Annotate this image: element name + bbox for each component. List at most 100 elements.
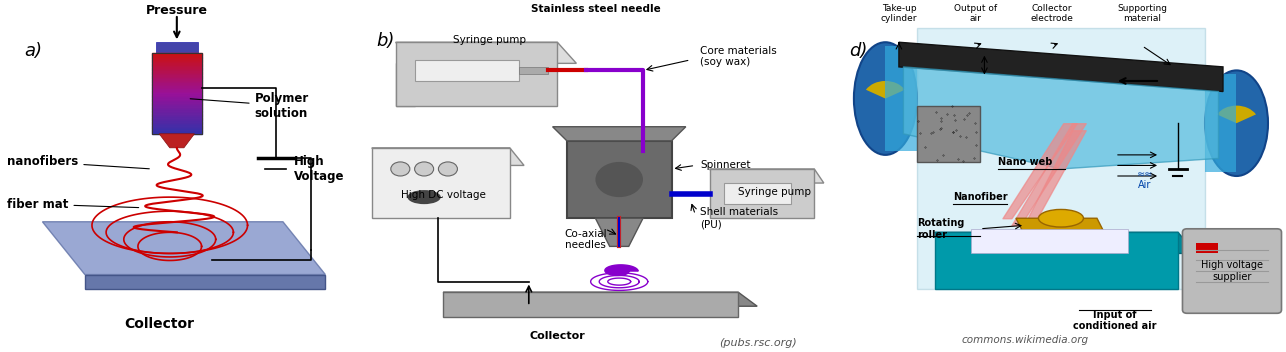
- Text: High voltage
supplier: High voltage supplier: [1201, 260, 1263, 282]
- Bar: [152, 101, 202, 103]
- Text: Rotating
roller: Rotating roller: [917, 218, 964, 240]
- Polygon shape: [604, 265, 638, 276]
- Text: Collector: Collector: [125, 317, 194, 331]
- Polygon shape: [159, 134, 194, 148]
- Bar: [152, 72, 202, 73]
- Bar: [152, 82, 202, 84]
- Polygon shape: [396, 42, 576, 63]
- Bar: [152, 126, 202, 127]
- Bar: [152, 99, 202, 100]
- Polygon shape: [372, 148, 525, 165]
- Polygon shape: [396, 42, 557, 106]
- Bar: [156, 42, 198, 53]
- Bar: [724, 183, 791, 204]
- Text: Input of
conditioned air: Input of conditioned air: [1074, 310, 1156, 331]
- Bar: [152, 84, 202, 85]
- Bar: [152, 53, 202, 134]
- Bar: [152, 87, 202, 88]
- Bar: [152, 93, 202, 95]
- Text: Nano web: Nano web: [998, 157, 1052, 167]
- Polygon shape: [553, 127, 685, 141]
- Bar: [152, 66, 202, 68]
- Polygon shape: [1016, 218, 1106, 236]
- Polygon shape: [42, 222, 325, 275]
- Bar: [152, 100, 202, 101]
- Text: High
Voltage: High Voltage: [293, 155, 345, 183]
- Bar: [152, 124, 202, 126]
- Bar: [152, 61, 202, 62]
- Text: Nanofiber: Nanofiber: [953, 192, 1007, 202]
- Bar: [152, 115, 202, 116]
- Bar: [152, 123, 202, 124]
- Bar: [152, 119, 202, 120]
- Text: Co-axial
needles: Co-axial needles: [565, 229, 607, 250]
- Text: Polymer
solution: Polymer solution: [190, 92, 309, 120]
- Bar: [152, 128, 202, 130]
- Bar: [152, 78, 202, 80]
- Text: Pressure: Pressure: [145, 4, 208, 17]
- Bar: [152, 95, 202, 96]
- Text: fiber mat: fiber mat: [8, 198, 139, 210]
- Polygon shape: [935, 232, 1196, 253]
- Bar: [152, 130, 202, 131]
- Bar: [152, 92, 202, 93]
- Bar: [152, 59, 202, 61]
- Bar: [152, 118, 202, 119]
- Bar: [414, 60, 520, 81]
- Bar: [935, 232, 1178, 289]
- Bar: [152, 68, 202, 69]
- Bar: [152, 76, 202, 77]
- Ellipse shape: [408, 190, 441, 204]
- Polygon shape: [917, 28, 1205, 289]
- Bar: [710, 169, 814, 218]
- Bar: [152, 81, 202, 82]
- Text: Syringe pump: Syringe pump: [453, 35, 526, 45]
- Bar: [567, 141, 671, 218]
- Text: Shell materials
(PU): Shell materials (PU): [700, 207, 778, 229]
- Polygon shape: [595, 218, 643, 246]
- Bar: [152, 54, 202, 56]
- Bar: [917, 106, 980, 162]
- Bar: [152, 107, 202, 108]
- Bar: [1205, 74, 1237, 172]
- Text: Core materials
(soy wax): Core materials (soy wax): [700, 45, 777, 67]
- Text: a): a): [24, 42, 42, 60]
- Polygon shape: [396, 63, 414, 106]
- Text: commons.wikimedia.org: commons.wikimedia.org: [962, 335, 1089, 345]
- Bar: [152, 62, 202, 64]
- Bar: [444, 292, 738, 317]
- Bar: [152, 69, 202, 70]
- Text: Stainless steel needle: Stainless steel needle: [531, 4, 660, 13]
- Bar: [152, 103, 202, 104]
- Polygon shape: [899, 42, 1223, 92]
- Text: Collector: Collector: [530, 331, 585, 341]
- Bar: [152, 113, 202, 115]
- Bar: [152, 58, 202, 59]
- Bar: [372, 148, 509, 218]
- Text: nanofibers: nanofibers: [8, 156, 149, 169]
- Text: d): d): [849, 42, 868, 60]
- Text: Spinneret: Spinneret: [700, 161, 751, 170]
- Bar: [152, 85, 202, 87]
- Bar: [152, 90, 202, 92]
- Text: Syringe pump: Syringe pump: [738, 187, 811, 196]
- Bar: [971, 229, 1129, 253]
- Text: Collector
electrode: Collector electrode: [1030, 4, 1074, 23]
- Bar: [152, 106, 202, 107]
- Ellipse shape: [1205, 70, 1268, 176]
- Bar: [152, 53, 202, 54]
- Bar: [152, 108, 202, 109]
- Bar: [152, 56, 202, 57]
- Bar: [152, 122, 202, 123]
- Text: Output of
air: Output of air: [954, 4, 997, 23]
- Wedge shape: [1217, 106, 1256, 123]
- Text: b): b): [377, 32, 395, 50]
- Bar: [152, 77, 202, 78]
- Polygon shape: [85, 275, 325, 289]
- Bar: [152, 57, 202, 58]
- Wedge shape: [865, 81, 905, 99]
- Bar: [152, 65, 202, 66]
- FancyBboxPatch shape: [1182, 229, 1281, 313]
- Bar: [152, 89, 202, 90]
- Bar: [152, 96, 202, 97]
